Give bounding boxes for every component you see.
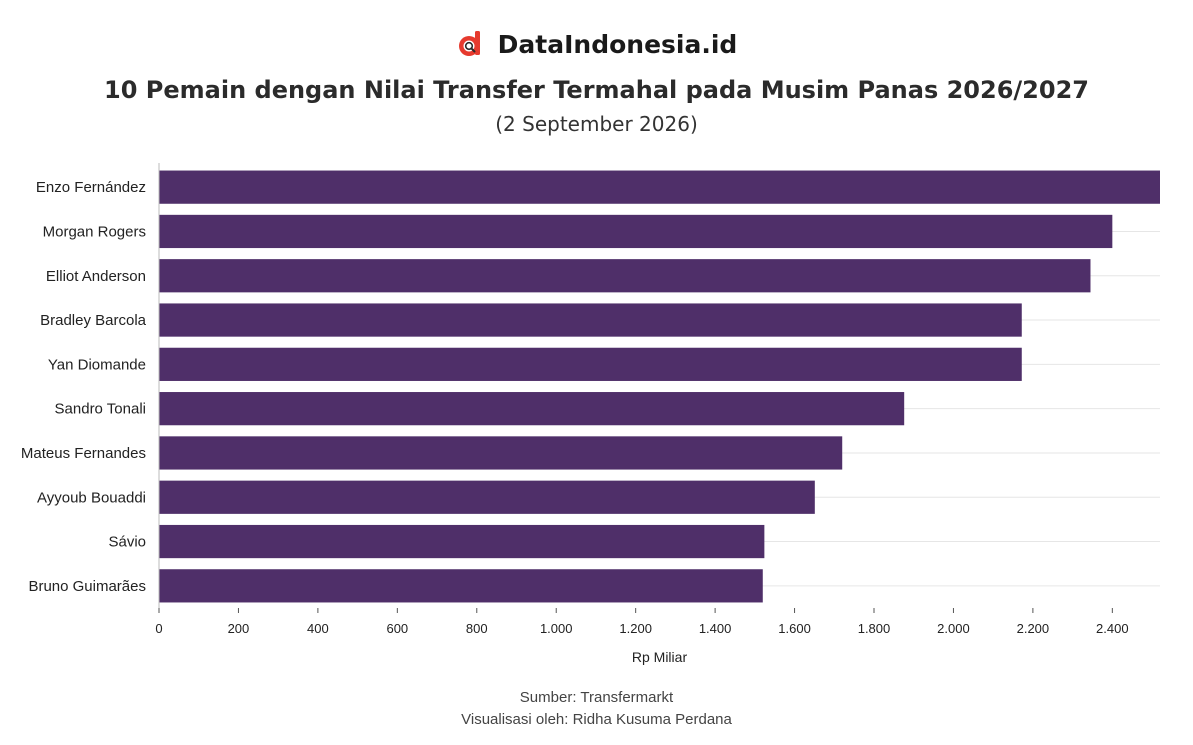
x-tick-label: 2.000 [937,621,970,636]
x-tick-label: 200 [228,621,250,636]
y-axis-label: Enzo Fernández [36,179,146,196]
chart-subtitle: (2 September 2026) [495,112,698,136]
dataindonesia-logo-icon [458,31,480,56]
bar-chart: Enzo Fernández Morgan Rogers Elliot Anders… [21,163,1160,665]
y-axis-label: Morgan Rogers [43,223,146,240]
bar [159,303,1022,337]
y-axis-label: Yan Diomande [48,356,146,373]
x-tick-label: 1.400 [699,621,732,636]
x-tick-label: 1.600 [778,621,811,636]
y-axis-label: Mateus Fernandes [21,445,146,462]
bar [159,436,843,470]
bar [159,569,763,603]
y-axis-label: Bruno Guimarães [28,578,146,595]
y-axis-label: Sávio [108,534,146,551]
bar [159,524,765,559]
y-axis-label: Elliot Anderson [46,268,146,285]
brand-header: DataIndonesia.id [0,24,1193,64]
brand-name: DataIndonesia.id [497,29,738,59]
x-tick-label: 1.000 [540,621,573,636]
bar [159,480,815,514]
bar [159,392,905,426]
bar [159,214,1113,249]
y-axis-label: Sandro Tonali [55,401,146,418]
bar [159,347,1022,381]
source-note: Sumber: Transfermarkt [519,689,674,706]
chart-title: 10 Pemain dengan Nilai Transfer Termahal… [104,76,1089,104]
x-tick-label: 2.400 [1096,621,1129,636]
x-axis-ticks: 0 200 400 600 800 1.000 1.200 1.400 1.600 1.800 2.… [155,608,1129,636]
x-tick-label: 1.800 [858,621,891,636]
y-axis-label: Bradley Barcola [40,312,147,329]
bar [159,170,1160,204]
x-axis-title: Rp Miliar [632,649,688,665]
bar [159,259,1091,293]
y-axis-labels: Enzo Fernández Morgan Rogers Elliot Anders… [21,179,147,595]
x-tick-label: 0 [155,621,162,636]
x-tick-label: 2.200 [1017,621,1050,636]
credit-note: Visualisasi oleh: Ridha Kusuma Perdana [461,711,732,728]
x-tick-label: 600 [386,621,408,636]
y-axis-label: Ayyoub Bouaddi [37,489,146,506]
x-tick-label: 800 [466,621,488,636]
bars [159,170,1160,603]
x-tick-label: 400 [307,621,329,636]
x-tick-label: 1.200 [619,621,652,636]
